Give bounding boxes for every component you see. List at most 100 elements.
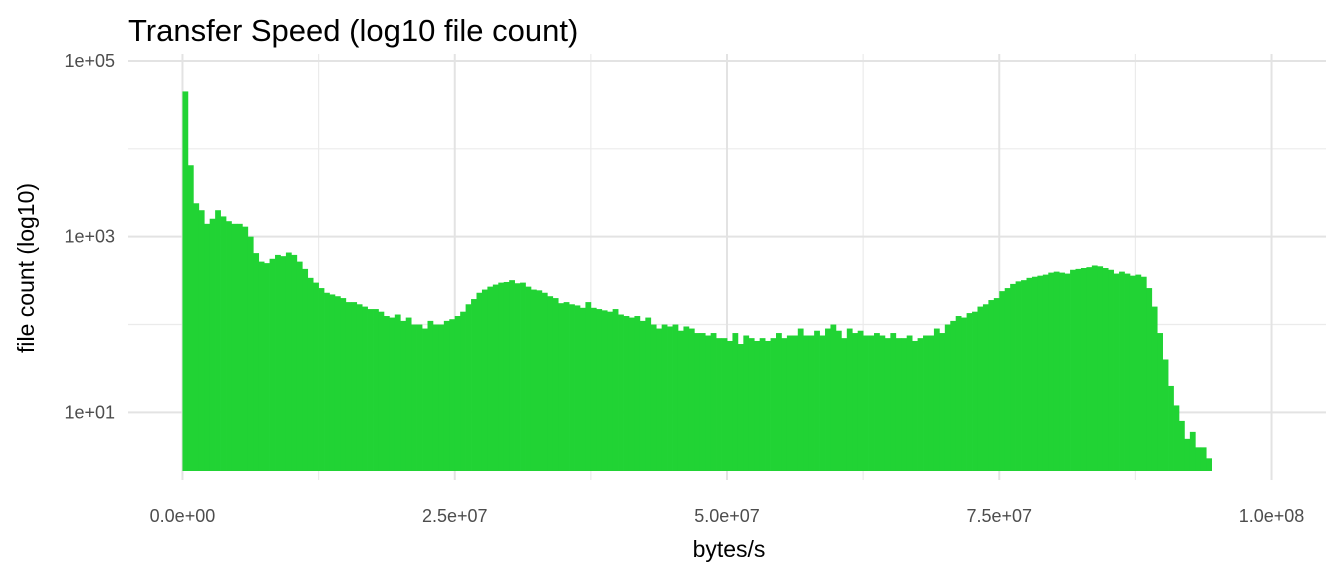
histogram-bar (1048, 272, 1055, 471)
x-tick-label: 7.5e+07 (966, 506, 1032, 526)
histogram-bar (400, 320, 407, 471)
histogram-bar (1113, 273, 1120, 471)
histogram-bar (1031, 276, 1038, 471)
histogram-bar (732, 333, 739, 471)
histogram-bar (498, 282, 505, 471)
histogram-bar (639, 320, 646, 471)
histogram-bar (416, 324, 423, 471)
histogram-bar (1080, 268, 1087, 471)
histogram-bar (830, 324, 837, 471)
histogram-bar (933, 328, 940, 471)
histogram-bar (574, 305, 581, 471)
histogram-bar (590, 307, 597, 471)
histogram-bar (1200, 447, 1207, 471)
histogram-bar (656, 328, 663, 471)
histogram-bar (781, 338, 788, 471)
histogram-bar (275, 254, 281, 471)
x-tick-label: 2.5e+07 (422, 506, 488, 526)
histogram-bar (541, 292, 548, 471)
histogram-bar (438, 324, 445, 471)
histogram-bar (552, 298, 559, 471)
histogram-bar (868, 335, 875, 471)
histogram-bar (895, 338, 902, 471)
histogram-bar (503, 281, 510, 471)
histogram-bar (1042, 274, 1049, 471)
histogram-bar (220, 216, 227, 471)
histogram-bar (1119, 271, 1125, 471)
histogram-bar (748, 338, 755, 471)
histogram-bar (378, 311, 385, 471)
histogram-bar (1053, 271, 1060, 471)
histogram-bar (563, 302, 570, 471)
histogram-bar (411, 324, 417, 471)
histogram-bar (835, 330, 842, 471)
histogram-bar (688, 328, 695, 471)
histogram-bar (607, 311, 613, 471)
histogram-bar (253, 253, 260, 471)
histogram-bar (743, 335, 750, 471)
histogram-bar (944, 324, 951, 471)
histogram-bar (242, 226, 249, 471)
histogram-bar (460, 311, 466, 471)
histogram-bar (1124, 273, 1131, 471)
histogram-bar (1178, 420, 1185, 471)
histogram-bar (912, 340, 918, 471)
histogram-bar (215, 210, 221, 471)
histogram-bar (1086, 267, 1093, 471)
histogram-bar (1195, 447, 1202, 471)
histogram-bar (694, 333, 701, 471)
histogram-bar (443, 320, 450, 471)
histogram-bar (846, 328, 853, 471)
histogram-bar (917, 338, 924, 471)
y-tick-label: 1e+03 (64, 227, 115, 247)
histogram-bar (1108, 269, 1114, 471)
histogram-bar (1070, 269, 1076, 471)
histogram-bar (405, 317, 412, 471)
histogram-bar (1173, 405, 1180, 471)
histogram-bar (901, 338, 908, 471)
histogram-bar (721, 338, 728, 471)
histogram-bar (906, 335, 913, 471)
chart-title: Transfer Speed (log10 file count) (128, 13, 578, 48)
histogram-bar (432, 324, 439, 471)
y-tick-label: 1e+05 (64, 51, 115, 71)
histogram-bar (351, 302, 358, 471)
histogram-bar (514, 283, 521, 471)
histogram-bar (1037, 275, 1044, 471)
histogram-bar (923, 335, 929, 471)
histogram-bar (612, 309, 619, 471)
histogram-bar (291, 254, 298, 471)
histogram-bar (454, 316, 461, 471)
histogram-bar (236, 223, 243, 471)
histogram-bar (1075, 268, 1082, 471)
histogram-bar (367, 309, 374, 471)
histogram-bar (623, 316, 630, 471)
histogram-bar (509, 280, 515, 471)
y-axis-title: file count (log10) (13, 183, 39, 353)
histogram-bar (422, 328, 428, 471)
histogram-bar (677, 330, 684, 471)
histogram-bar (318, 288, 325, 471)
histogram-bar (1135, 274, 1142, 471)
y-axis-ticks: 1e+01 1e+03 1e+05 (64, 51, 115, 422)
histogram-bar (1151, 306, 1158, 471)
histogram-bar (1206, 458, 1212, 471)
histogram-bar (841, 338, 848, 471)
histogram-bar (1162, 359, 1169, 471)
histogram-bar (683, 326, 690, 471)
histogram-bar (1004, 288, 1011, 471)
histogram-bar (776, 333, 782, 471)
histogram-bar (966, 313, 973, 471)
histogram-bar (427, 320, 434, 471)
histogram-bar (661, 324, 668, 471)
histogram-bar (231, 223, 238, 471)
histogram-bar (977, 306, 984, 471)
histogram-bar (198, 210, 205, 471)
histogram-bar (601, 310, 608, 471)
histogram-bar (797, 328, 804, 471)
histogram-bar (628, 317, 635, 471)
histogram-bar (852, 333, 859, 471)
x-tick-label: 5.0e+07 (694, 506, 760, 526)
histogram-bar (825, 328, 831, 471)
histogram-bar (302, 268, 309, 471)
